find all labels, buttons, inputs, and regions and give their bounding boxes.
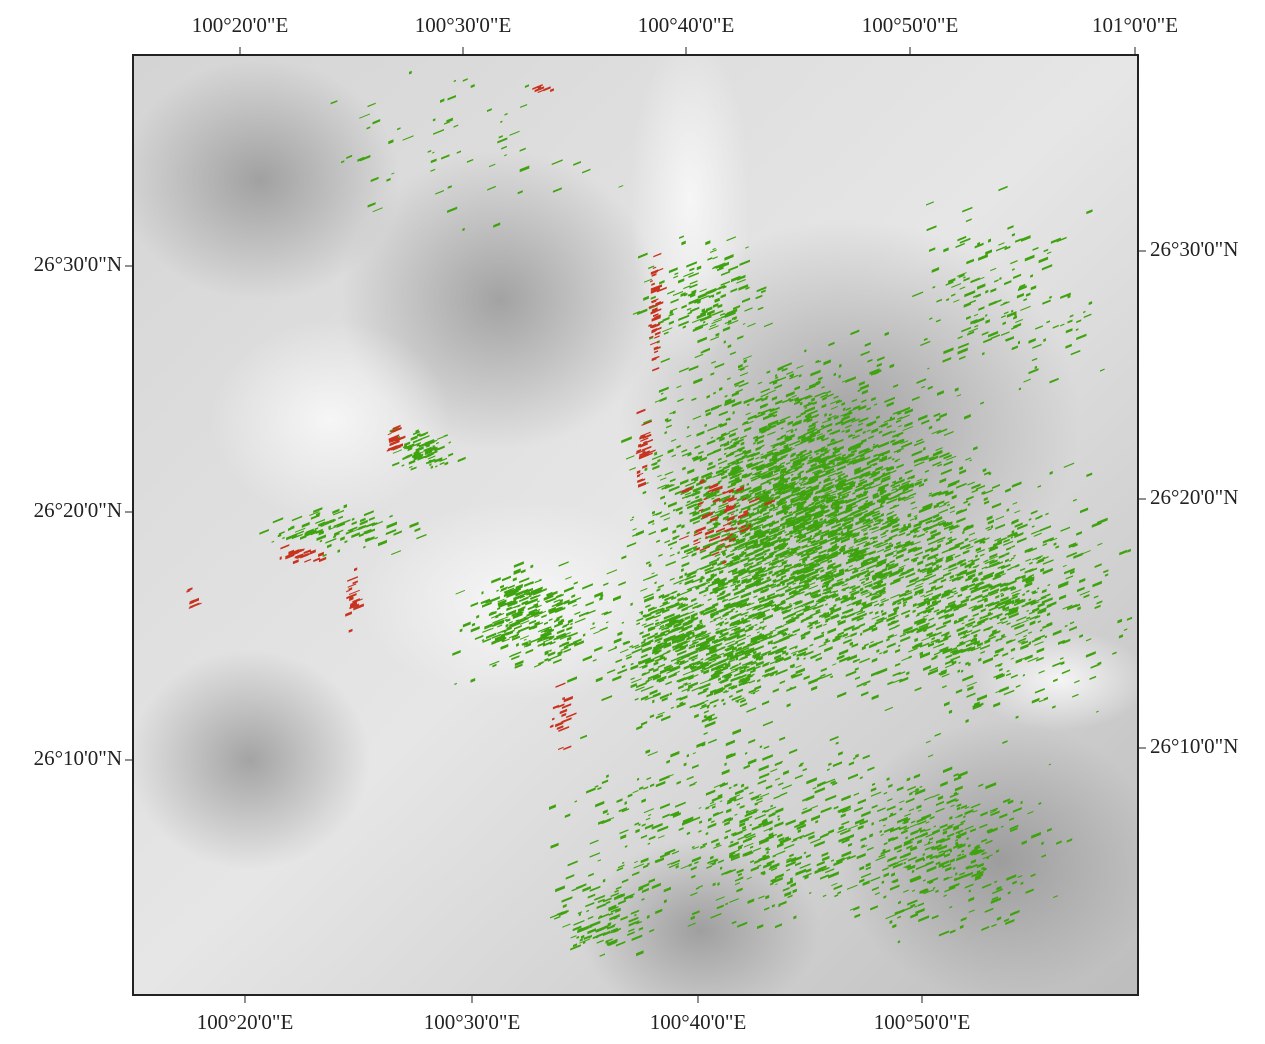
top-label: 100°30'0"E <box>415 13 512 37</box>
left-label: 26°20'0"N <box>34 498 122 522</box>
bottom-label: 100°20'0"E <box>197 1010 294 1034</box>
top-label: 100°40'0"E <box>638 13 735 37</box>
left-label: 26°30'0"N <box>34 252 122 276</box>
terrain-valley <box>210 320 450 520</box>
top-label: 100°20'0"E <box>192 13 289 37</box>
right-label: 26°30'0"N <box>1150 237 1238 261</box>
map-figure: 100°20'0"E 100°30'0"E 100°40'0"E 100°50'0"E… <box>0 0 1265 1039</box>
bottom-label: 100°30'0"E <box>424 1010 521 1034</box>
left-label: 26°10'0"N <box>34 746 122 770</box>
bottom-label: 100°40'0"E <box>650 1010 747 1034</box>
top-label: 101°0'0"E <box>1092 13 1178 37</box>
bottom-label: 100°50'0"E <box>874 1010 971 1034</box>
body: 100°20'0"E 100°30'0"E 100°40'0"E 100°50'0"E… <box>0 0 1265 1039</box>
terrain-valley <box>970 630 1150 730</box>
terrain-valley <box>360 500 680 700</box>
terrain-shade <box>130 650 370 870</box>
right-label: 26°10'0"N <box>1150 734 1238 758</box>
right-label: 26°20'0"N <box>1150 485 1238 509</box>
page: Map {"map": { "top_labels": ["100°20'0\"… <box>0 0 1265 1039</box>
top-label: 100°50'0"E <box>862 13 959 37</box>
terrain <box>120 30 1160 1020</box>
